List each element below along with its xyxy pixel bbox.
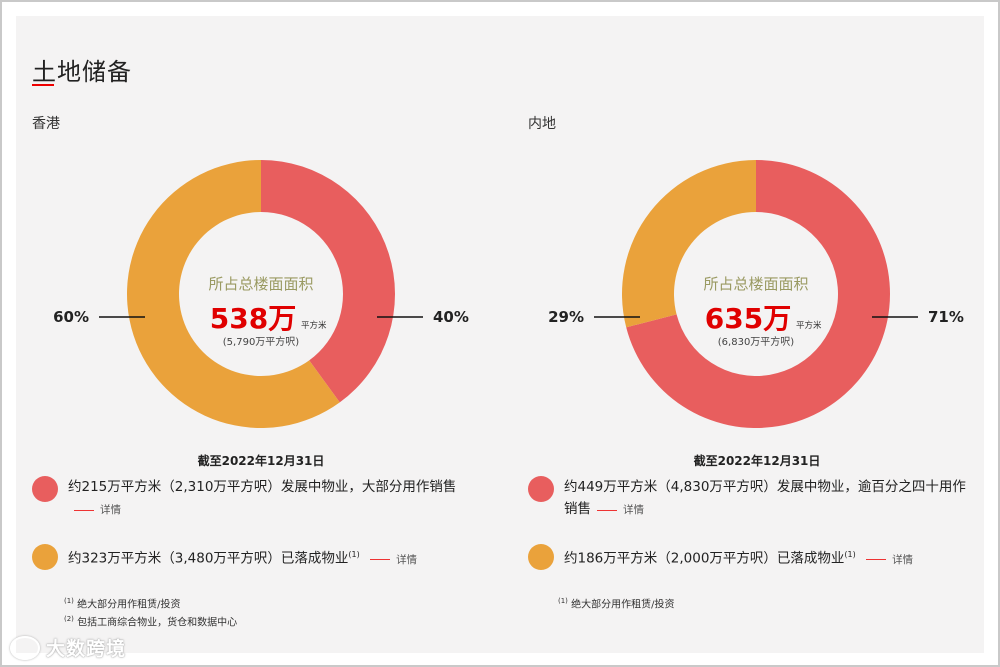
- footnotes-hk: (1) 绝大部分用作租赁/投资 (2) 包括工商综合物业，货仓和数据中心: [64, 594, 237, 631]
- footnote: (2) 包括工商综合物业，货仓和数据中心: [64, 612, 237, 630]
- watermark-logo-icon: [10, 635, 40, 660]
- region-label-mainland: 内地: [528, 116, 556, 132]
- donut-chart-mainland: 71% 29% 所占总楼面面积 635万 平方米(6,830万平方呎): [548, 160, 964, 428]
- content-panel: 土地储备 香港 内地 40% 60% 所占总楼面面积 538万 平方米 (5,790万平方…: [16, 16, 984, 653]
- legend-dot-orange: [32, 544, 58, 570]
- legend-dot-red: [528, 476, 554, 502]
- center-sub: (6,830万平方呎): [718, 335, 795, 348]
- donut-slice: [126, 160, 340, 428]
- region-label-hk: 香港: [32, 116, 60, 132]
- center-value: 635万: [705, 302, 791, 335]
- percent-label: 60%: [53, 308, 89, 326]
- footnote: (1) 绝大部分用作租赁/投资: [64, 594, 237, 612]
- legend-text: 约449万平方米（4,830万平方呎）发展中物业，逾百分之四十用作销售 详情: [564, 476, 968, 521]
- legend-item-mainland-completed: 约186万平方米（2,000万平方呎）已落成物业(1) 详情: [528, 544, 968, 571]
- donut-slice: [261, 160, 395, 403]
- legend-text: 约186万平方米（2,000万平方呎）已落成物业(1) 详情: [564, 544, 913, 571]
- page-title: 土地储备: [32, 58, 132, 86]
- legend-dot-red: [32, 476, 58, 502]
- percent-label: 29%: [548, 308, 584, 326]
- percent-label: 71%: [928, 308, 964, 326]
- footnotes-mainland: (1) 绝大部分用作租赁/投资: [558, 594, 674, 612]
- center-caption: 所占总楼面面积: [703, 275, 808, 293]
- center-unit: 平方米: [796, 320, 822, 331]
- legend-label: 约323万平方米（3,480万平方呎）已落成物业: [68, 550, 349, 567]
- legend-item-hk-completed: 约323万平方米（3,480万平方呎）已落成物业(1) 详情: [32, 544, 472, 571]
- center-sub: (5,790万平方呎): [223, 335, 300, 348]
- footnote: (1) 绝大部分用作租赁/投资: [558, 594, 674, 612]
- legend-item-hk-developing: 约215万平方米（2,310万平方呎）发展中物业，大部分用作销售 详情: [32, 476, 472, 521]
- footnote-mark: (1): [558, 597, 568, 605]
- legend-label: 约449万平方米（4,830万平方呎）发展中物业，逾百分之四十用作销售: [564, 479, 966, 517]
- legend-dot-orange: [528, 544, 554, 570]
- donut-chart-hk: 40% 60% 所占总楼面面积 538万 平方米(5,790万平方呎): [53, 160, 469, 428]
- center-value: 538万: [210, 302, 296, 335]
- footnote-text: 绝大部分用作租赁/投资: [571, 599, 675, 611]
- date-label-hk: 截至2022年12月31日: [197, 454, 325, 468]
- legend-label: 约186万平方米（2,000万平方呎）已落成物业: [564, 550, 845, 567]
- title-underline: [32, 84, 54, 86]
- watermark: 大数跨境: [10, 634, 126, 661]
- footnote-mark: (1): [844, 550, 856, 559]
- footnote-mark: (1): [348, 550, 360, 559]
- donut-slice: [626, 160, 890, 428]
- detail-link[interactable]: 详情: [364, 554, 417, 566]
- legend-label: 约215万平方米（2,310万平方呎）发展中物业，大部分用作销售: [68, 479, 457, 495]
- center-caption: 所占总楼面面积: [208, 275, 313, 293]
- detail-link[interactable]: 详情: [591, 504, 644, 516]
- percent-label: 40%: [433, 308, 469, 326]
- center-unit: 平方米: [301, 320, 327, 331]
- legend-item-mainland-developing: 约449万平方米（4,830万平方呎）发展中物业，逾百分之四十用作销售 详情: [528, 476, 968, 521]
- legend-text: 约323万平方米（3,480万平方呎）已落成物业(1) 详情: [68, 544, 417, 571]
- donut-slice: [622, 160, 756, 328]
- detail-link[interactable]: 详情: [68, 504, 121, 516]
- legend-text: 约215万平方米（2,310万平方呎）发展中物业，大部分用作销售 详情: [68, 476, 456, 521]
- watermark-text: 大数跨境: [46, 638, 127, 660]
- date-label-mainland: 截至2022年12月31日: [693, 454, 821, 468]
- footnote-mark: (1): [64, 597, 74, 605]
- footnote-text: 绝大部分用作租赁/投资: [77, 599, 181, 611]
- footnote-mark: (2): [64, 615, 74, 624]
- detail-link[interactable]: 详情: [860, 554, 913, 566]
- footnote-text: 包括工商综合物业，货仓和数据中心: [77, 617, 238, 629]
